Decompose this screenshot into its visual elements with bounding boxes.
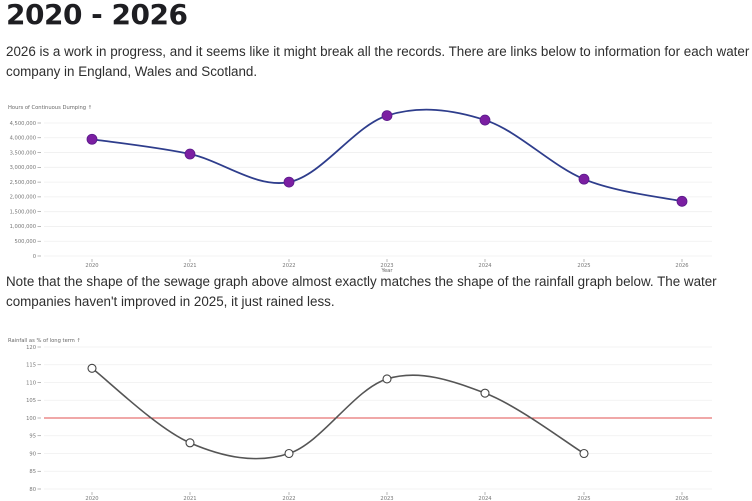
data-point-marker[interactable] [479,114,491,126]
data-point-marker[interactable] [284,448,294,459]
svg-text:120: 120 [26,345,36,351]
data-point-marker[interactable] [87,363,97,373]
svg-text:0: 0 [33,254,36,260]
svg-text:110: 110 [26,380,36,386]
data-point-marker[interactable] [579,448,589,459]
svg-text:90: 90 [29,451,36,457]
intro-paragraph: 2026 is a work in progress, and it seems… [6,44,750,79]
svg-text:1,000,000: 1,000,000 [10,224,36,230]
svg-text:95: 95 [29,434,36,440]
data-point-marker[interactable] [676,195,688,207]
rain-y-ticks: 80 85 90 95 100 105 110 115 120 [26,345,41,493]
svg-text:2026: 2026 [675,263,688,269]
sewage-dumping-chart: Hours of Continuous Dumping ↑ 0 500,000 1,… [8,105,712,274]
data-point-marker[interactable] [480,388,490,398]
svg-text:2023: 2023 [380,263,393,269]
svg-text:3,000,000: 3,000,000 [10,165,36,171]
svg-text:4,500,000: 4,500,000 [10,121,36,127]
sewage-grid [44,122,712,257]
svg-text:2024: 2024 [478,263,492,269]
rain-grid [44,346,712,490]
svg-text:2022: 2022 [282,496,295,501]
svg-text:105: 105 [26,398,36,404]
data-point-marker[interactable] [184,148,196,160]
svg-text:2021: 2021 [183,263,196,269]
data-point-marker[interactable] [185,438,195,448]
svg-text:2,500,000: 2,500,000 [10,180,36,186]
svg-text:115: 115 [26,363,36,369]
svg-text:4,000,000: 4,000,000 [10,136,36,142]
sewage-line [91,108,683,203]
rain-x-ticks: 2020 2021 2022 2023 2024 2025 2026 [85,492,689,501]
svg-text:2025: 2025 [577,263,590,269]
rain-y-axis-label: Rainfall as % of long term ↑ [8,338,81,344]
sewage-y-axis-label: Hours of Continuous Dumping ↑ [8,105,92,111]
sewage-markers [86,110,688,207]
svg-text:2025: 2025 [577,496,590,501]
svg-text:80: 80 [29,487,36,493]
svg-text:3,500,000: 3,500,000 [10,150,36,156]
svg-text:2026: 2026 [675,496,688,501]
svg-text:2020: 2020 [85,496,98,501]
sewage-y-ticks: 0 500,000 1,000,000 1,500,000 2,000,000 2,500… [10,121,41,260]
page-title: 2020 - 2026 [6,0,188,31]
svg-text:2024: 2024 [478,496,492,501]
svg-text:2022: 2022 [282,263,295,269]
data-point-marker[interactable] [578,173,590,185]
rainfall-chart: Rainfall as % of long term ↑ 80 85 90 95 100… [8,338,712,501]
svg-text:2020: 2020 [85,263,98,269]
data-point-marker[interactable] [382,374,392,384]
sewage-x-ticks: 2020 2021 2022 2023 2024 2025 2026 [85,259,689,269]
rain-line [91,367,585,460]
data-point-marker[interactable] [381,110,393,122]
svg-text:85: 85 [29,469,36,475]
svg-text:2,000,000: 2,000,000 [10,195,36,201]
sewage-x-axis-label: Year [381,268,394,274]
note-paragraph: Note that the shape of the sewage graph … [6,274,717,309]
data-point-marker[interactable] [283,176,295,188]
svg-text:500,000: 500,000 [15,239,36,245]
svg-text:1,500,000: 1,500,000 [10,209,36,215]
rain-markers [87,363,589,459]
svg-text:2021: 2021 [183,496,196,501]
svg-text:100: 100 [26,416,36,422]
svg-text:2023: 2023 [380,496,393,501]
data-point-marker[interactable] [86,133,98,145]
